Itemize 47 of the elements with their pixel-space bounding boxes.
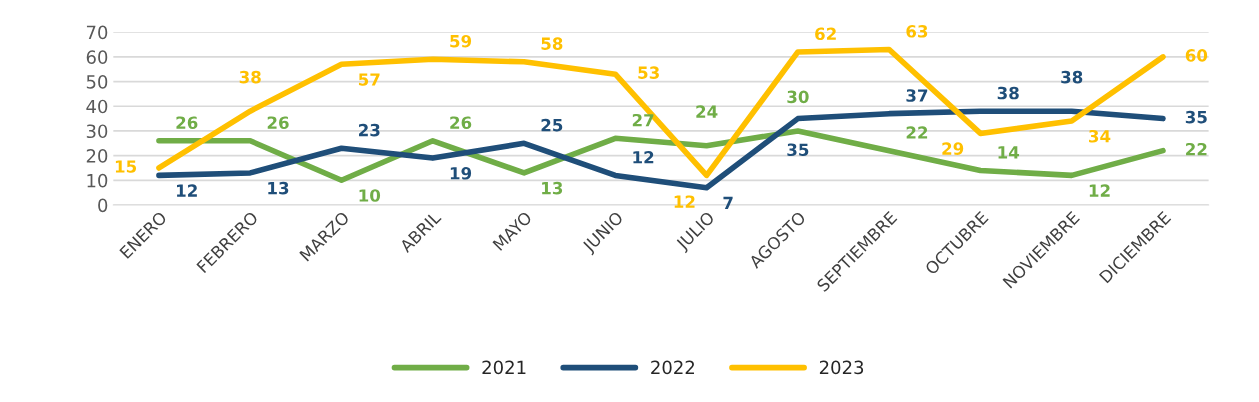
data-label: 12 [633,150,654,164]
data-label: 22 [906,126,928,139]
data-label: 37 [906,89,928,102]
data-label: 58 [541,37,563,50]
data-label: 23 [359,123,380,137]
data-label: 22 [1186,142,1207,156]
legend-label: 2023 [819,360,864,375]
data-label: 38 [1061,70,1083,84]
data-label: 26 [450,116,472,129]
y-tick-label: 70 [86,25,108,40]
data-label: 38 [239,70,261,84]
data-label: 35 [1185,110,1207,124]
data-label: 62 [815,27,836,41]
data-label: 13 [268,181,289,195]
y-tick-label: 50 [86,75,108,89]
data-label: 34 [1089,129,1111,143]
y-tick-label: 40 [86,99,108,114]
data-label: 12 [674,195,695,208]
data-label: 60 [1185,49,1208,62]
y-tick-label: 60 [86,50,108,64]
data-label: 10 [359,189,381,202]
y-tick-label: 20 [86,149,108,163]
data-label: 19 [450,167,472,180]
data-label: 35 [787,143,809,157]
data-label: 30 [787,90,809,104]
data-label: 14 [998,146,1020,159]
y-tick-label: 30 [86,124,108,139]
data-label: 13 [542,181,563,195]
y-tick-label: 0 [98,198,108,213]
data-label: 7 [723,196,733,209]
data-label: 26 [267,116,289,129]
data-label: 12 [177,184,197,197]
data-label: 29 [942,142,964,155]
y-tick-label: 10 [87,173,108,188]
data-label: 38 [997,86,1019,100]
legend-label: 2021 [482,360,526,375]
data-label: 12 [1089,184,1110,197]
data-label: 26 [176,116,198,129]
data-label: 15 [115,160,137,173]
data-label: 57 [358,73,380,86]
data-label: 24 [696,105,718,118]
data-label: 59 [450,34,472,48]
data-label: 25 [541,118,563,132]
data-label: 53 [638,66,659,79]
data-label: 27 [632,113,654,127]
legend-label: 2022 [651,360,694,375]
data-label: 63 [906,25,928,38]
